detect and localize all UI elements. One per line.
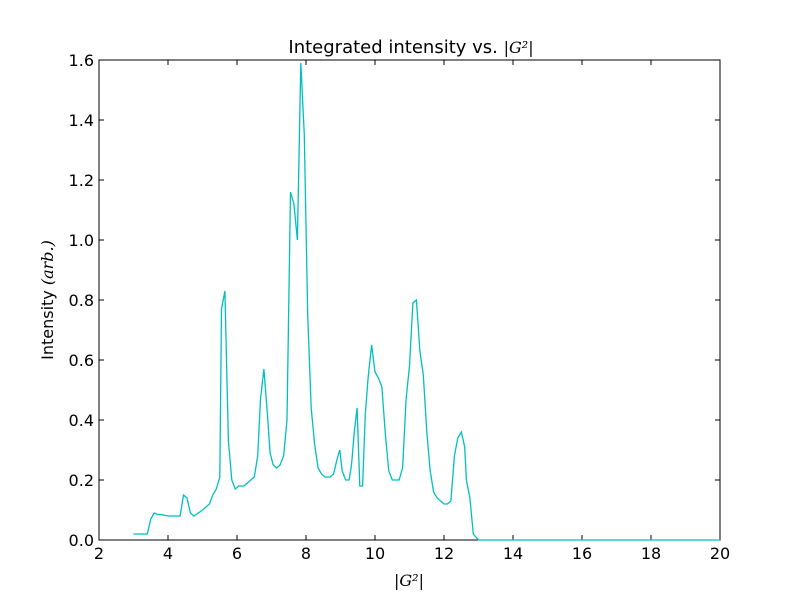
axes-frame	[98, 59, 721, 541]
x-tick: 4	[163, 60, 173, 563]
y-tick: 0.6	[69, 351, 720, 370]
x-tick-label: 14	[503, 544, 523, 563]
x-tick-label: 12	[434, 544, 454, 563]
y-tick-label: 1.2	[69, 171, 94, 190]
y-tick: 1.2	[69, 171, 720, 190]
y-tick-label: 0.2	[69, 471, 94, 490]
x-tick-label: 4	[163, 544, 173, 563]
x-tick: 6	[232, 60, 242, 563]
x-tick: 2	[94, 60, 104, 563]
y-tick-label: 0.6	[69, 351, 94, 370]
y-tick: 0.8	[69, 291, 720, 310]
y-tick: 1.0	[69, 231, 720, 250]
y-axis-label: Intensity (arb.)	[38, 240, 57, 360]
y-tick-label: 1.4	[69, 111, 94, 130]
x-tick-label: 8	[301, 544, 311, 563]
y-tick-label: 1.0	[69, 231, 94, 250]
y-tick: 1.4	[69, 111, 720, 130]
x-tick: 16	[572, 60, 592, 563]
x-tick: 20	[710, 60, 730, 563]
x-tick-label: 2	[94, 544, 104, 563]
y-tick: 1.6	[69, 51, 720, 70]
x-tick-label: 16	[572, 544, 592, 563]
y-axis-label-math: (arb.)	[38, 240, 57, 285]
y-axis-label-text: Intensity	[38, 285, 57, 360]
y-tick-label: 0.8	[69, 291, 94, 310]
x-tick: 14	[503, 60, 523, 563]
plot-area: 2 4 6 8 10 12 14 16 18 20 0.0 0.2 0.4 0.6 0.8 1.0 1.2 1.…	[69, 51, 731, 563]
x-axis-label: |G²|	[394, 571, 424, 590]
x-tick-label: 10	[365, 544, 385, 563]
intensity-series-line	[133, 62, 720, 541]
x-tick: 18	[641, 60, 661, 563]
x-tick: 10	[365, 60, 385, 563]
y-tick: 0.4	[69, 411, 720, 430]
x-axis-ticks: 2 4 6 8 10 12 14 16 18 20	[94, 60, 730, 563]
x-tick: 8	[301, 60, 311, 563]
chart-title-math: |G²|	[504, 38, 534, 57]
y-axis-ticks: 0.0 0.2 0.4 0.6 0.8 1.0 1.2 1.4 1.6	[69, 51, 720, 550]
x-tick: 12	[434, 60, 454, 563]
chart-title: Integrated intensity vs. |G²|	[288, 37, 533, 58]
chart-title-text: Integrated intensity vs.	[288, 37, 503, 58]
y-tick-label: 0.4	[69, 411, 94, 430]
y-tick: 0.2	[69, 471, 720, 490]
x-tick-label: 20	[710, 544, 730, 563]
y-tick-label: 0.0	[69, 531, 94, 550]
x-tick-label: 18	[641, 544, 661, 563]
x-tick-label: 6	[232, 544, 242, 563]
y-tick-label: 1.6	[69, 51, 94, 70]
